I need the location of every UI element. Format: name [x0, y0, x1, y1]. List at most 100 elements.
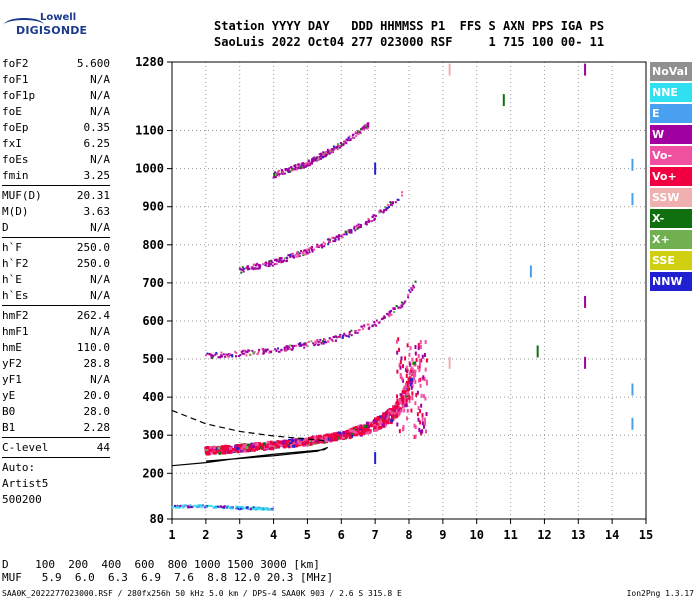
- param-value: 44: [96, 441, 110, 454]
- param-row: h`E N/A: [2, 272, 110, 288]
- echo-point: [321, 440, 325, 444]
- echo-point: [304, 253, 307, 256]
- echo-point: [317, 343, 320, 346]
- echo-point: [280, 257, 283, 260]
- echo-point: [246, 268, 249, 271]
- echo-point: [424, 421, 427, 426]
- echo-point: [383, 420, 387, 424]
- echo-point: [208, 352, 211, 355]
- echo-point: [364, 124, 367, 127]
- echo-point: [320, 244, 323, 247]
- echo-point: [414, 401, 417, 406]
- echo-point: [392, 307, 395, 310]
- echo-point: [255, 506, 258, 509]
- echo-point: [241, 505, 244, 508]
- echo-point: [262, 442, 266, 446]
- echo-point: [248, 444, 252, 448]
- echo-point: [321, 156, 324, 159]
- echo-point: [502, 94, 505, 107]
- echo-point: [404, 356, 407, 361]
- echo-point: [380, 419, 384, 423]
- echo-point: [259, 507, 262, 510]
- echo-point: [316, 339, 319, 342]
- echo-point: [403, 408, 406, 413]
- echo-point: [306, 440, 310, 444]
- echo-point: [221, 446, 225, 450]
- echo-point: [381, 423, 385, 427]
- echo-point: [404, 399, 407, 404]
- y-tick-label: 900: [142, 200, 164, 214]
- echo-point: [373, 428, 377, 432]
- echo-point: [275, 444, 279, 448]
- param-name: h`E: [2, 273, 22, 286]
- echo-point: [343, 332, 346, 335]
- echo-point: [327, 238, 330, 241]
- param-value: N/A: [90, 373, 110, 386]
- echo-point: [413, 370, 416, 375]
- echo-point: [395, 339, 398, 344]
- echo-point: [362, 328, 365, 331]
- echo-point: [413, 361, 417, 365]
- echo-point: [363, 324, 366, 327]
- echo-point: [346, 139, 349, 142]
- echo-point: [296, 168, 299, 171]
- param-row: C-level 44: [2, 440, 110, 456]
- echo-point: [342, 233, 345, 236]
- echo-point: [415, 357, 418, 362]
- echo-point: [284, 349, 287, 352]
- echo-point: [297, 163, 300, 166]
- echo-point: [396, 412, 400, 416]
- echo-point: [394, 201, 397, 204]
- y-tick-label: 1000: [135, 162, 164, 176]
- echo-point: [234, 447, 238, 451]
- echo-point: [631, 383, 634, 396]
- echo-point: [386, 413, 390, 417]
- echo-point: [303, 249, 306, 252]
- echo-point: [226, 448, 230, 452]
- param-name: hmF1: [2, 325, 29, 338]
- echo-point: [354, 430, 358, 434]
- echo-point: [395, 406, 399, 410]
- params-group-b: MUF(D) 20.31 M(D) 3.63 D N/A: [2, 188, 110, 236]
- param-row: hmF2 262.4: [2, 308, 110, 324]
- y-tick-label: 200: [142, 466, 164, 480]
- echo-point: [408, 383, 412, 387]
- echo-point: [354, 131, 357, 134]
- echo-point: [281, 171, 284, 174]
- echo-point: [327, 340, 330, 343]
- echo-point: [280, 349, 283, 352]
- echo-point: [270, 446, 274, 450]
- echo-point: [339, 146, 342, 149]
- echo-point: [425, 379, 428, 384]
- echo-point: [268, 508, 271, 511]
- echo-point: [315, 439, 319, 443]
- echo-point: [399, 306, 402, 309]
- echo-point: [425, 412, 428, 417]
- echo-point: [401, 376, 404, 381]
- echo-point: [390, 416, 394, 420]
- echo-point: [297, 343, 300, 346]
- echo-point: [265, 261, 268, 264]
- echo-point: [386, 410, 390, 414]
- echo-point: [210, 354, 213, 357]
- header-line1: Station YYYY DAY DDD HHMMSS P1 FFS S AXN…: [214, 19, 605, 33]
- echo-point: [406, 369, 409, 374]
- echo-point: [263, 349, 266, 352]
- echo-point: [448, 356, 451, 369]
- echo-point: [418, 378, 421, 383]
- echo-point: [257, 264, 260, 267]
- echo-point: [367, 220, 370, 223]
- echo-point: [263, 262, 266, 265]
- x-tick-label: 6: [338, 528, 345, 542]
- echo-point: [252, 448, 256, 452]
- echo-point: [315, 245, 318, 248]
- echo-point: [241, 266, 244, 269]
- echo-point: [405, 365, 408, 370]
- echo-point: [348, 331, 351, 334]
- echo-point: [423, 353, 426, 358]
- echo-point: [246, 443, 250, 447]
- param-value: 262.4: [76, 309, 110, 322]
- echo-point: [240, 271, 243, 274]
- echo-point: [274, 258, 277, 261]
- echo-point: [339, 141, 342, 144]
